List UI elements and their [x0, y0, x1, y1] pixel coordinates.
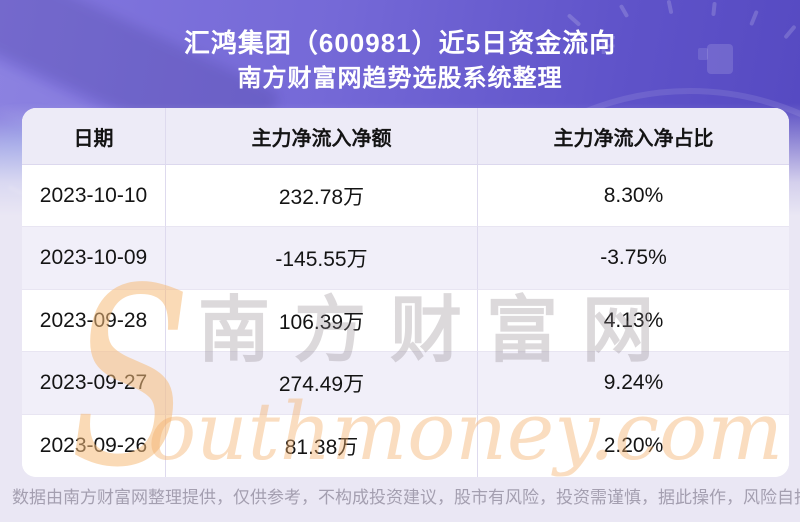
- date-cell: 2023-09-27: [22, 352, 166, 415]
- ratio-cell: 9.24%: [478, 352, 789, 415]
- ratio-cell: 4.13%: [478, 290, 789, 353]
- table-row: 2023-10-09 -145.55万 -3.75%: [22, 227, 789, 290]
- date-cell: 2023-09-26: [22, 414, 166, 477]
- date-cell: 2023-10-10: [22, 165, 166, 228]
- amount-cell: 81.38万: [166, 414, 478, 477]
- disclaimer-text: 数据由南方财富网整理提供，仅供参考，不构成投资建议，股市有风险，投资需谨慎，据此…: [12, 488, 800, 507]
- date-cell: 2023-10-09: [22, 227, 166, 290]
- gauge-tick: [749, 9, 759, 27]
- gauge-tick: [711, 1, 717, 17]
- gauge-tick: [566, 13, 582, 27]
- gauge-tick: [666, 0, 674, 15]
- amount-cell: 106.39万: [166, 289, 478, 353]
- fund-flow-table: 日期 主力净流入净额 主力净流入净占比 2023-10-10 232.78万 8…: [22, 108, 789, 477]
- ratio-cell: 8.30%: [478, 165, 789, 228]
- column-header-date: 日期: [22, 108, 166, 165]
- column-header-amount: 主力净流入净额: [166, 108, 478, 165]
- page-title: 汇鸿集团（600981）近5日资金流向: [183, 28, 617, 58]
- date-cell: 2023-09-28: [22, 289, 166, 353]
- table-row: 2023-09-26 81.38万 2.20%: [22, 414, 789, 477]
- column-header-ratio: 主力净流入净占比: [478, 108, 789, 165]
- table-row: 2023-09-28 106.39万 4.13%: [22, 289, 789, 353]
- amount-cell: -145.55万: [166, 227, 478, 290]
- header-titles: 汇鸿集团（600981）近5日资金流向 南方财富网趋势选股系统整理: [0, 26, 800, 95]
- table-row: 2023-09-27 274.49万 9.24%: [22, 352, 789, 415]
- amount-cell: 232.78万: [166, 165, 478, 228]
- amount-cell: 274.49万: [166, 352, 478, 415]
- ratio-cell: 2.20%: [603, 433, 664, 457]
- page-subtitle: 南方财富网趋势选股系统整理: [237, 65, 563, 92]
- ratio-cell: -3.75%: [478, 227, 789, 290]
- table-row: 2023-10-10 232.78万 8.30%: [22, 165, 789, 228]
- table-header-row: 日期 主力净流入净额 主力净流入净占比: [22, 108, 789, 165]
- gauge-tick: [618, 3, 630, 19]
